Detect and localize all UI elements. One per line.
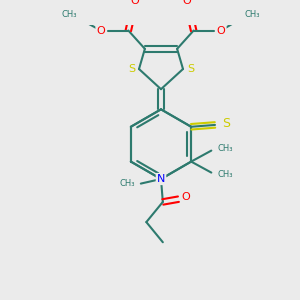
Text: CH₃: CH₃ (217, 144, 233, 153)
Text: O: O (183, 0, 192, 6)
Text: S: S (187, 64, 194, 74)
Text: CH₃: CH₃ (217, 170, 233, 179)
Text: O: O (182, 192, 190, 202)
Text: S: S (222, 117, 230, 130)
Text: N: N (157, 174, 165, 184)
Text: S: S (128, 64, 135, 74)
Text: O: O (97, 26, 105, 35)
Text: CH₃: CH₃ (119, 179, 135, 188)
Text: O: O (130, 0, 139, 6)
Text: CH₃: CH₃ (62, 10, 77, 19)
Text: CH₃: CH₃ (244, 10, 260, 19)
Text: O: O (217, 26, 226, 35)
